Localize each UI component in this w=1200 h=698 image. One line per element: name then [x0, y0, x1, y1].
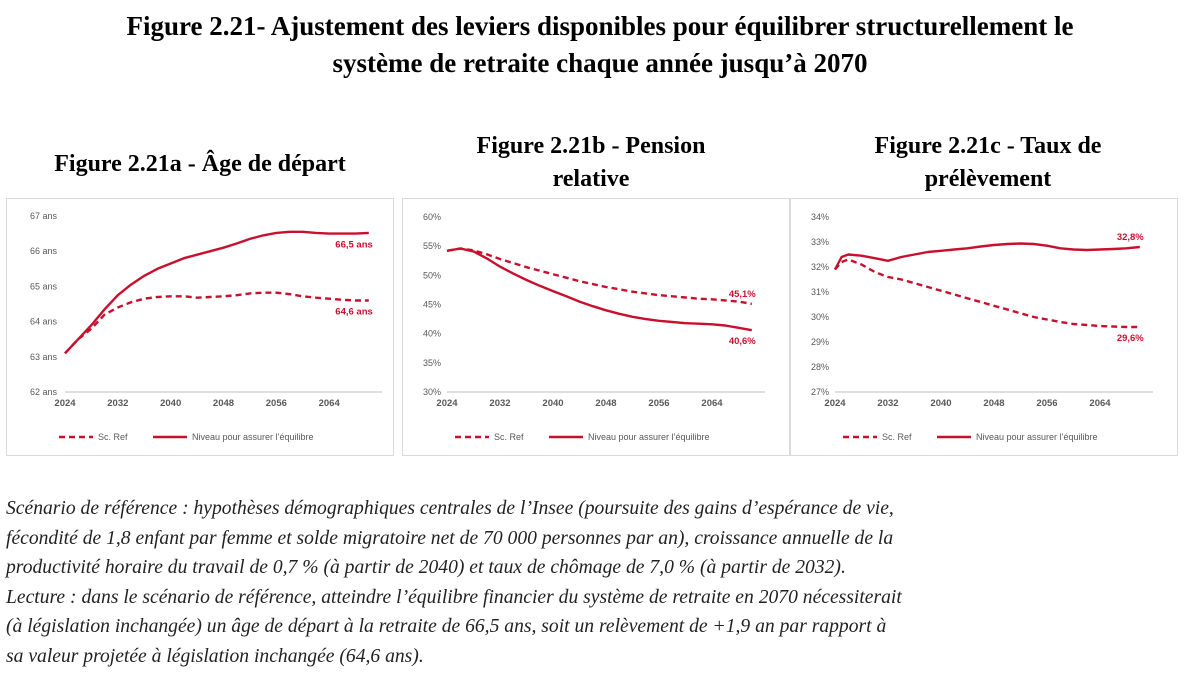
y-tick-label: 32%	[811, 262, 829, 272]
note-line-5: (à législation inchangée) un âge de dépa…	[6, 616, 887, 637]
main-title-line-1: Figure 2.21- Ajustement des leviers disp…	[126, 11, 1074, 41]
x-tick-label: 2040	[542, 398, 563, 409]
x-tick-label: 2040	[930, 398, 951, 409]
chart-b-panel: 30% 35% 40% 45% 50% 55% 60% 2024 2032 2040 2048 205…	[402, 198, 790, 456]
y-tick-label: 63 ans	[30, 352, 58, 362]
x-tick-label: 2056	[266, 398, 287, 409]
note-line-6: sa valeur projetée à législation inchang…	[6, 645, 424, 667]
chart-a-panel: 62 ans 63 ans 64 ans 65 ans 66 ans 67 ans 2024…	[6, 198, 394, 456]
y-tick-label: 60%	[423, 212, 441, 222]
note-line-4: Lecture : dans le scénario de référence,…	[6, 586, 902, 608]
y-tick-label: 45%	[423, 300, 441, 310]
legend-label-equilibrium: Niveau pour assurer l’équilibre	[588, 432, 710, 442]
chart-a-plot: 62 ans 63 ans 64 ans 65 ans 66 ans 67 ans 2024…	[30, 211, 382, 442]
chart-c-title: Figure 2.21c - Taux de prélèvement	[874, 133, 1102, 192]
y-tick-label: 35%	[423, 358, 441, 368]
x-tick-label: 2056	[648, 398, 669, 409]
x-tick-label: 2048	[595, 398, 616, 409]
chart-c-plot: 27% 28% 29% 30% 31% 32% 33% 34% 2024 2032 2040 2048…	[811, 212, 1153, 442]
x-tick-label: 2040	[160, 398, 181, 409]
data-label: 32,8%	[1117, 232, 1144, 243]
x-tick-label: 2056	[1036, 398, 1057, 409]
y-tick-label: 28%	[811, 362, 829, 372]
y-tick-label: 64 ans	[30, 317, 58, 327]
series-line-reference	[834, 258, 1140, 329]
x-tick-label: 2032	[489, 398, 510, 409]
y-tick-label: 31%	[811, 287, 829, 297]
x-tick-label: 2048	[213, 398, 234, 409]
data-label: 66,5 ans	[335, 240, 373, 251]
y-tick-label: 50%	[423, 270, 441, 280]
y-tick-label: 55%	[423, 241, 441, 251]
y-tick-label: 62 ans	[30, 387, 58, 397]
main-title-line-2: système de retraite chaque année jusqu’à…	[332, 48, 868, 78]
x-tick-label: 2048	[983, 398, 1004, 409]
series-line-reference	[446, 247, 753, 306]
data-label: 64,6 ans	[335, 306, 373, 317]
y-tick-label: 30%	[811, 312, 829, 322]
x-tick-label: 2064	[319, 398, 341, 409]
x-tick-label: 2024	[54, 398, 76, 409]
x-tick-label: 2024	[436, 398, 458, 409]
x-tick-label: 2032	[107, 398, 128, 409]
series-line-reference	[64, 291, 369, 355]
y-tick-label: 33%	[811, 237, 829, 247]
main-title: Figure 2.21- Ajustement des leviers disp…	[0, 8, 1200, 82]
note-line-3: productivité horaire du travail de 0,7 %…	[6, 557, 846, 578]
data-label: 40,6%	[729, 336, 756, 347]
note-line-2: fécondité de 1,8 enfant par femme et sol…	[6, 527, 894, 549]
legend-label-reference: Sc. Ref	[98, 432, 128, 442]
x-tick-label: 2064	[701, 398, 723, 409]
y-tick-label: 29%	[811, 337, 829, 347]
series-line-equilibrium	[64, 230, 369, 355]
x-tick-label: 2024	[824, 398, 846, 409]
legend-label-equilibrium: Niveau pour assurer l’équilibre	[192, 432, 314, 442]
y-tick-label: 40%	[423, 329, 441, 339]
x-tick-label: 2032	[877, 398, 898, 409]
y-tick-label: 67 ans	[30, 211, 58, 221]
scenario-note: Scénario de référence : hypothèses démog…	[6, 494, 1196, 671]
legend-label-equilibrium: Niveau pour assurer l’équilibre	[976, 432, 1098, 442]
legend-label-reference: Sc. Ref	[494, 432, 524, 442]
note-line-1: Scénario de référence : hypothèses démog…	[6, 498, 894, 519]
legend-label-reference: Sc. Ref	[882, 432, 912, 442]
data-label: 45,1%	[729, 289, 756, 300]
y-tick-label: 66 ans	[30, 246, 58, 256]
chart-b-title: Figure 2.21b - Pension relative	[476, 133, 706, 192]
series-line-equilibrium	[833, 242, 1140, 271]
series-line-equilibrium	[446, 247, 753, 332]
y-tick-label: 27%	[811, 387, 829, 397]
y-tick-label: 34%	[811, 212, 829, 222]
y-tick-label: 65 ans	[30, 281, 58, 291]
chart-c-panel: 27% 28% 29% 30% 31% 32% 33% 34% 2024 2032 2040 2048…	[790, 198, 1178, 456]
y-tick-label: 30%	[423, 387, 441, 397]
chart-a-title: Figure 2.21a - Âge de départ	[54, 151, 346, 177]
x-tick-label: 2064	[1089, 398, 1111, 409]
chart-b-plot: 30% 35% 40% 45% 50% 55% 60% 2024 2032 2040 2048 205…	[423, 212, 765, 442]
data-label: 29,6%	[1117, 333, 1144, 344]
